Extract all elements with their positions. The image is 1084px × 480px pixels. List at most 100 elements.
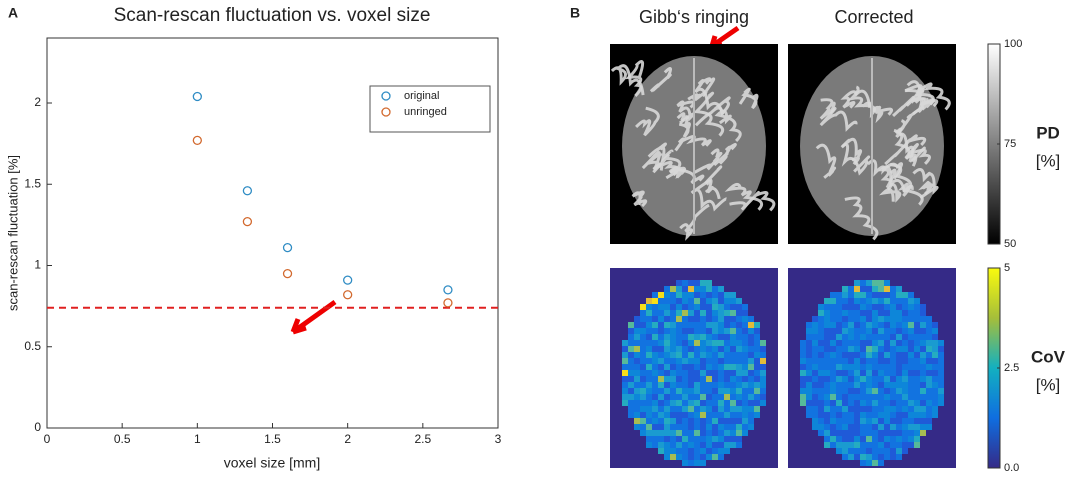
cov-pixel xyxy=(628,382,634,388)
cov-pixel xyxy=(706,388,712,394)
cov-pixel xyxy=(670,418,676,424)
cov-pixel xyxy=(622,400,628,406)
cov-pixel xyxy=(818,424,824,430)
cov-pixel xyxy=(938,358,944,364)
cov-pixel xyxy=(932,388,938,394)
cov-pixel xyxy=(706,454,712,460)
cov-pixel xyxy=(848,430,854,436)
cov-pixel xyxy=(860,316,866,322)
cov-pixel xyxy=(824,340,830,346)
cov-pixel xyxy=(730,400,736,406)
cov-pixel xyxy=(890,400,896,406)
cov-pixel xyxy=(718,394,724,400)
cov-pixel xyxy=(848,418,854,424)
cov-pixel xyxy=(742,388,748,394)
cov-pixel xyxy=(914,328,920,334)
cov-pixel xyxy=(676,280,682,286)
cov-pixel xyxy=(872,442,878,448)
cov-pixel xyxy=(700,322,706,328)
cov-pixel xyxy=(830,358,836,364)
cov-pixel xyxy=(926,376,932,382)
cov-pixel xyxy=(824,382,830,388)
cov-pixel xyxy=(866,322,872,328)
cov-pixel xyxy=(902,376,908,382)
cov-pixel xyxy=(652,328,658,334)
cov-pixel xyxy=(890,364,896,370)
cov-pixel xyxy=(866,358,872,364)
cov-pixel xyxy=(854,358,860,364)
cov-pixel xyxy=(836,376,842,382)
cov-pixel xyxy=(836,316,842,322)
cov-pixel xyxy=(920,364,926,370)
cov-pixel xyxy=(742,316,748,322)
cov-pixel xyxy=(890,436,896,442)
cov-pixel xyxy=(812,328,818,334)
cov-pixel xyxy=(718,346,724,352)
cov-pixel xyxy=(712,322,718,328)
cov-pixel xyxy=(854,346,860,352)
cov-pixel xyxy=(848,310,854,316)
cov-pixel xyxy=(652,382,658,388)
cov-pixel xyxy=(682,304,688,310)
cov-pixel xyxy=(848,454,854,460)
cov-pixel xyxy=(872,316,878,322)
cov-pixel xyxy=(872,448,878,454)
cov-pixel xyxy=(860,442,866,448)
cov-pixel xyxy=(724,430,730,436)
cov-pixel xyxy=(896,418,902,424)
cov-pixel xyxy=(830,370,836,376)
cov-pixel xyxy=(884,304,890,310)
cov-pixel xyxy=(818,406,824,412)
cov-pixel xyxy=(848,286,854,292)
gyrus xyxy=(714,109,742,142)
cov-pixel xyxy=(830,340,836,346)
legend-marker xyxy=(381,91,391,101)
cov-pixel xyxy=(694,460,700,466)
cov-pixel xyxy=(736,412,742,418)
cov-pixel xyxy=(706,430,712,436)
cov-pixel xyxy=(884,292,890,298)
cov-pixel xyxy=(676,412,682,418)
cov-pixel xyxy=(860,328,866,334)
cov-pixel xyxy=(724,334,730,340)
cov-pixel xyxy=(818,352,824,358)
gyrus xyxy=(635,106,660,137)
cov-pixel xyxy=(640,364,646,370)
gyrus xyxy=(894,127,918,167)
cov-pixel xyxy=(682,394,688,400)
cov-pixel xyxy=(890,412,896,418)
cov-pixel xyxy=(718,376,724,382)
cov-pixel xyxy=(748,400,754,406)
cov-pixel xyxy=(646,298,652,304)
cov-pixel xyxy=(718,352,724,358)
cov-pixel xyxy=(908,328,914,334)
cov-pixel xyxy=(664,310,670,316)
cov-pixel xyxy=(896,286,902,292)
cov-pixel xyxy=(736,370,742,376)
cov-pixel xyxy=(848,292,854,298)
cov-pixel xyxy=(914,316,920,322)
cov-pixel xyxy=(640,322,646,328)
cov-pixel xyxy=(622,346,628,352)
cov-pixel xyxy=(712,442,718,448)
cov-pixel xyxy=(830,442,836,448)
legend-label: original xyxy=(404,90,439,102)
cov-pixel xyxy=(830,382,836,388)
cov-pixel xyxy=(646,430,652,436)
cov-pixel xyxy=(800,376,806,382)
cov-pixel xyxy=(896,454,902,460)
cov-pixel xyxy=(830,292,836,298)
cov-pixel xyxy=(682,328,688,334)
cov-pixel xyxy=(848,322,854,328)
cov-pixel xyxy=(842,394,848,400)
cov-pixel xyxy=(878,334,884,340)
cov-pixel xyxy=(718,340,724,346)
cov-pixel xyxy=(670,322,676,328)
cov-pixel xyxy=(658,406,664,412)
cov-pixel xyxy=(742,370,748,376)
cov-pixel xyxy=(676,334,682,340)
cov-pixel xyxy=(676,352,682,358)
cov-pixel xyxy=(884,430,890,436)
gyrus xyxy=(704,165,723,200)
cov-pixel xyxy=(848,394,854,400)
